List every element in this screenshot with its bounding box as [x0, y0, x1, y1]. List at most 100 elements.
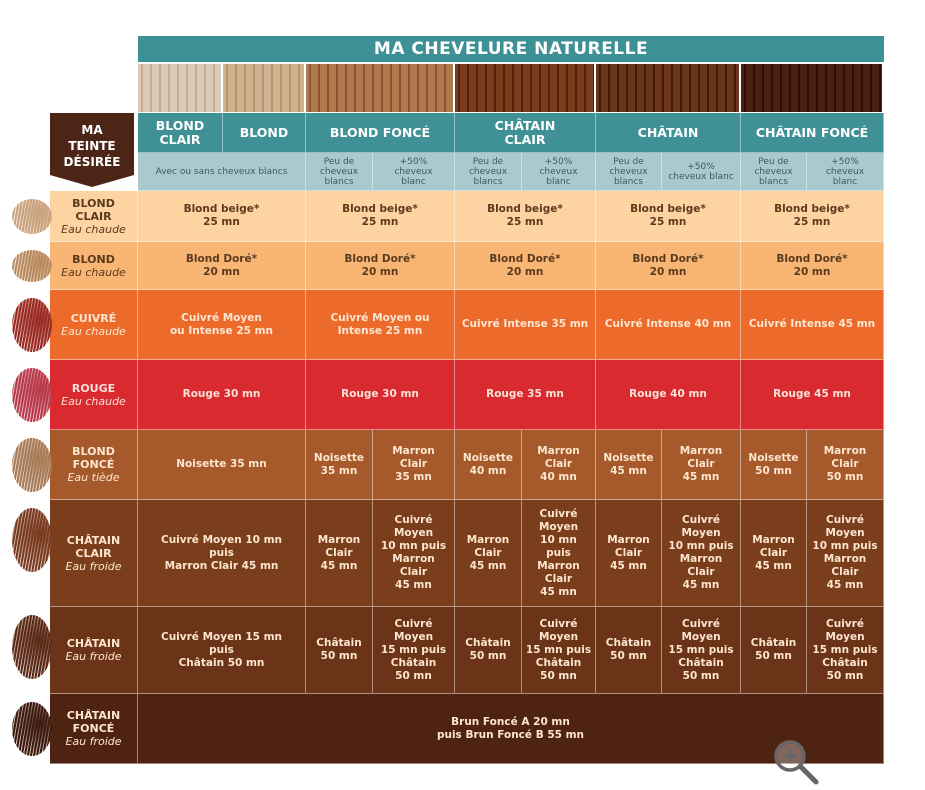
table-cell: Cuivré Intense 35 mn [455, 290, 596, 360]
row-label-text: ROUGE [71, 381, 116, 395]
table-cell: Châtain 50 mn [596, 607, 662, 694]
table-cell: Châtain 50 mn [455, 607, 522, 694]
table-cell: Cuivré Moyen 15 mn puis Châtain 50 mn [807, 607, 884, 694]
table-cell: Noisette 35 mn [138, 430, 306, 500]
row-water-note: Eau froide [65, 735, 122, 748]
row-label-text: BLOND CLAIR [72, 196, 115, 223]
table-cell: Rouge 45 mn [741, 360, 884, 430]
table-cell: Marron Clair 35 mn [373, 430, 455, 500]
header-2: BLOND FONCÉ [306, 113, 455, 153]
row-label: ROUGE Eau chaude [50, 360, 138, 430]
table-cell: Cuivré Moyen ou Intense 25 mn [306, 290, 455, 360]
hair-swatch [12, 508, 52, 572]
table-cell: Rouge 35 mn [455, 360, 596, 430]
table-cell: Blond Doré* 20 mn [306, 242, 455, 290]
table-cell: Cuivré Moyen 10 mn puis Marron Clair 45 … [522, 500, 596, 607]
zoom-in-icon[interactable] [768, 734, 824, 790]
table-cell: Châtain 50 mn [741, 607, 807, 694]
table-cell: Cuivré Moyen 15 mn puis Châtain 50 mn [373, 607, 455, 694]
row-label: BLOND CLAIR Eau chaude [50, 191, 138, 242]
subheader-cell: Peu de cheveux blancs [596, 153, 662, 191]
table-cell: Blond beige* 25 mn [138, 191, 306, 242]
row-label: BLOND FONCÉ Eau tiède [50, 430, 138, 500]
row-water-note: Eau chaude [61, 324, 126, 338]
table-cell: Cuivré Intense 40 mn [596, 290, 741, 360]
hair-photo [306, 64, 453, 112]
table-cell: Noisette 35 mn [306, 430, 373, 500]
table-cell: Blond beige* 25 mn [596, 191, 741, 242]
table-cell: Cuivré Moyen 15 mn puis Châtain 50 mn [522, 607, 596, 694]
row-water-note: Eau froide [65, 559, 122, 573]
arrow-down-icon [50, 175, 134, 187]
table-cell: Marron Clair 45 mn [662, 430, 741, 500]
row-label-text: BLOND FONCÉ [72, 445, 115, 471]
row-label: BLOND Eau chaude [50, 242, 138, 290]
row-label: CHÂTAIN CLAIR Eau froide [50, 500, 138, 607]
table-cell: Cuivré Moyen 15 mn puis Châtain 50 mn [138, 607, 306, 694]
table-cell: Blond Doré* 20 mn [741, 242, 884, 290]
row-water-note: Eau froide [65, 650, 122, 663]
table-cell: Rouge 30 mn [138, 360, 306, 430]
row-water-note: Eau chaude [61, 265, 126, 279]
hair-swatch [12, 199, 52, 234]
table-cell: Marron Clair 45 mn [306, 500, 373, 607]
table-cell: Cuivré Moyen 10 mn puis Marron Clair 45 … [807, 500, 884, 607]
table-cell: Blond Doré* 20 mn [596, 242, 741, 290]
subheader-cell: +50% cheveux blanc [662, 153, 741, 191]
row-label: CHÂTAIN FONCÉ Eau froide [50, 694, 138, 764]
subheader-cell: +50% cheveux blanc [373, 153, 455, 191]
row-water-note: Eau chaude [61, 394, 126, 408]
table-cell: Blond Doré* 20 mn [455, 242, 596, 290]
table-cell: Noisette 45 mn [596, 430, 662, 500]
subheader-cell: Avec ou sans cheveux blancs [138, 153, 306, 191]
subheader-cell: Peu de cheveux blancs [455, 153, 522, 191]
table-cell: Blond Doré* 20 mn [138, 242, 306, 290]
hair-swatch [12, 438, 52, 492]
desired-shade-label: MA TEINTE DÉSIRÉE [50, 113, 134, 175]
row-label-text: CHÂTAIN CLAIR [66, 533, 121, 560]
table-cell: Marron Clair 45 mn [741, 500, 807, 607]
table-cell: Marron Clair 50 mn [807, 430, 884, 500]
table-cell: Marron Clair 40 mn [522, 430, 596, 500]
table-cell: Cuivré Moyen 10 mn puis Marron Clair 45 … [373, 500, 455, 607]
hair-photo [455, 64, 594, 112]
table-cell: Cuivré Moyen ou Intense 25 mn [138, 290, 306, 360]
header-5: CHÂTAIN FONCÉ [741, 113, 884, 153]
hair-swatch [12, 250, 52, 282]
hair-photo [138, 64, 221, 112]
table-cell: Noisette 50 mn [741, 430, 807, 500]
hair-swatch [12, 615, 52, 679]
row-water-note: Eau tiède [67, 471, 120, 484]
table-cell: Cuivré Moyen 15 mn puis Châtain 50 mn [662, 607, 741, 694]
subheader-cell: Peu de cheveux blancs [306, 153, 373, 191]
header-0: BLOND CLAIR [138, 113, 223, 153]
table-cell: Marron Clair 45 mn [596, 500, 662, 607]
row-water-note: Eau chaude [61, 222, 126, 236]
hair-photo [741, 64, 882, 112]
table-cell: Rouge 40 mn [596, 360, 741, 430]
table-cell: Cuivré Moyen 10 mn puis Marron Clair 45 … [138, 500, 306, 607]
row-label: CUIVRÉ Eau chaude [50, 290, 138, 360]
table-cell: Brun Foncé A 20 mn puis Brun Foncé B 55 … [138, 694, 884, 764]
row-label-text: BLOND [72, 252, 115, 266]
table-cell: Blond beige* 25 mn [455, 191, 596, 242]
subheader-cell: +50% cheveux blanc [807, 153, 884, 191]
table-cell: Rouge 30 mn [306, 360, 455, 430]
table-cell: Blond beige* 25 mn [741, 191, 884, 242]
hair-photo [223, 64, 304, 112]
row-label: CHÂTAIN Eau froide [50, 607, 138, 694]
hair-swatch [12, 298, 52, 352]
row-label-text: CHÂTAIN [66, 637, 121, 650]
hair-swatch [12, 702, 52, 756]
subheader-cell: Peu de cheveux blancs [741, 153, 807, 191]
table-cell: Blond beige* 25 mn [306, 191, 455, 242]
hair-swatch [12, 368, 52, 422]
table-cell: Châtain 50 mn [306, 607, 373, 694]
table-cell: Noisette 40 mn [455, 430, 522, 500]
row-label-text: CUIVRÉ [70, 311, 117, 325]
row-label-text: CHÂTAIN FONCÉ [66, 709, 121, 735]
table-cell: Cuivré Intense 45 mn [741, 290, 884, 360]
table-cell: Marron Clair 45 mn [455, 500, 522, 607]
chart-title: MA CHEVELURE NATURELLE [138, 36, 884, 62]
header-3: CHÂTAIN CLAIR [455, 113, 596, 153]
